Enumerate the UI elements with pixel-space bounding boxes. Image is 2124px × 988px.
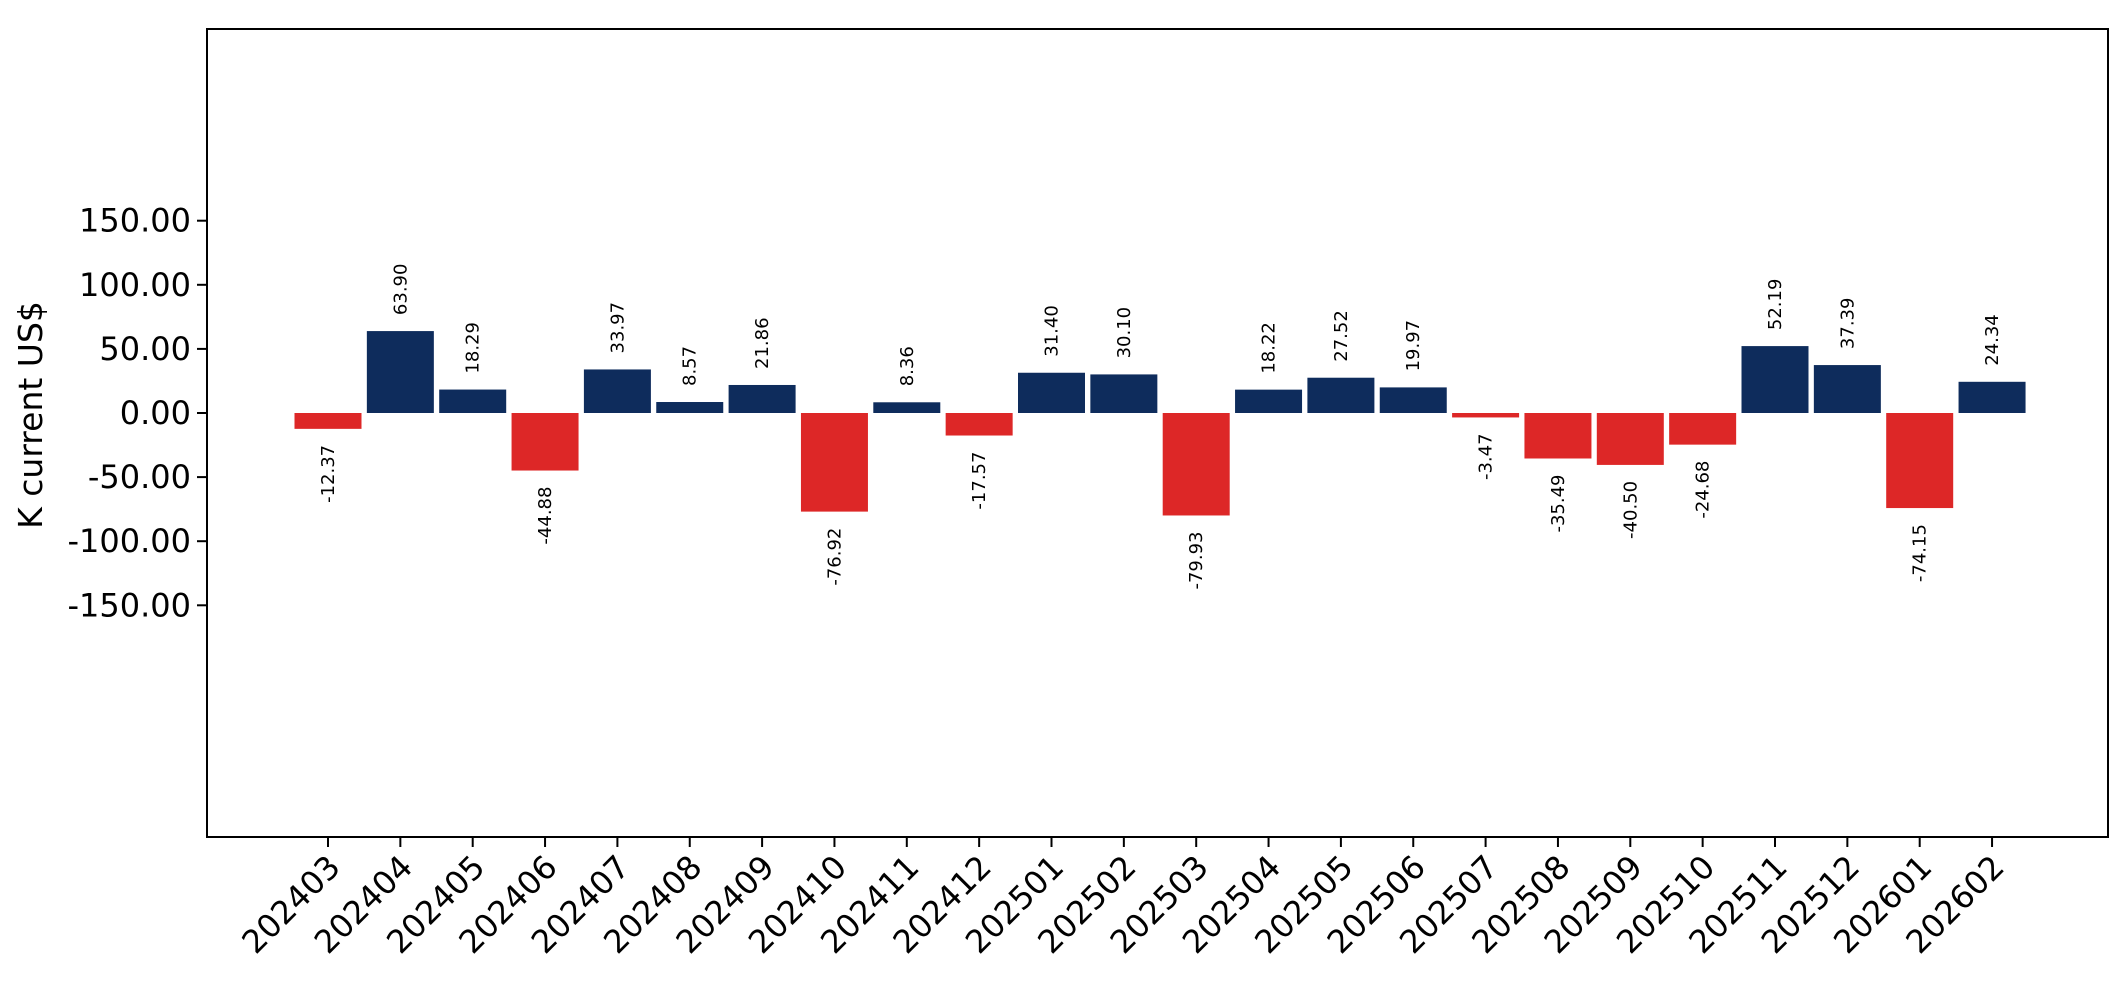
bar-value-label: 19.97 [1403, 320, 1424, 372]
bar-202412 [945, 413, 1013, 436]
bar-value-label: 18.29 [463, 322, 484, 374]
bar-value-label: -44.88 [535, 487, 556, 545]
bar-value-label: 8.36 [897, 346, 918, 386]
bar-202410 [800, 413, 868, 512]
bar-202512 [1813, 365, 1881, 413]
bar-202504 [1235, 389, 1303, 413]
bar-value-label: -35.49 [1548, 474, 1569, 532]
bar-value-label: -12.37 [318, 445, 339, 503]
y-tick-label: -100.00 [67, 522, 191, 560]
bar-value-label: -76.92 [824, 528, 845, 586]
bar-202509 [1596, 413, 1664, 465]
y-axis: -150.00 -100.00 -50.00 0.00 50.00 100.00 150.0… [67, 202, 207, 624]
bar-202502 [1090, 374, 1158, 413]
bar-202505 [1307, 377, 1375, 413]
bar-202411 [873, 402, 941, 413]
bar-value-label: 21.86 [752, 317, 773, 369]
y-tick-label: 50.00 [99, 330, 191, 368]
bar-value-label: -3.47 [1476, 433, 1497, 480]
bar-value-label: -24.68 [1693, 461, 1714, 519]
bar-202406 [511, 413, 579, 471]
bar-value-label: 24.34 [1982, 314, 2003, 366]
bar-202602 [1958, 381, 2026, 413]
x-axis: 2024032024042024052024062024072024082024… [234, 837, 2012, 961]
bar-value-label: 8.57 [680, 346, 701, 386]
y-tick-label: 100.00 [79, 266, 191, 304]
bar-value-label: -17.57 [969, 452, 990, 510]
plot-area-frame [206, 28, 2109, 838]
bar-value-label: 31.40 [1042, 305, 1063, 357]
bar-value-label: 18.22 [1259, 322, 1280, 374]
bar-202601 [1886, 413, 1954, 509]
bar-value-labels: -12.37 63.90 18.29 -44.88 33.97 8.57 21.86 -76.… [318, 264, 2003, 590]
bar-value-label: 27.52 [1331, 310, 1352, 362]
bar-202501 [1018, 372, 1085, 413]
bar-202508 [1524, 413, 1592, 459]
bars-layer [294, 331, 2026, 516]
bar-202408 [656, 402, 724, 413]
bar-value-label: 52.19 [1765, 279, 1786, 331]
bar-202404 [366, 331, 434, 413]
bar-value-label: 63.90 [390, 264, 411, 316]
y-tick-label: 0.00 [120, 394, 191, 432]
bar-202503 [1162, 413, 1230, 516]
bar-202506 [1379, 387, 1447, 413]
y-axis-title: K current US$ [11, 301, 50, 529]
bar-202403 [294, 413, 362, 429]
bar-202409 [728, 384, 796, 413]
bar-value-label: 33.97 [607, 302, 628, 354]
bar-202407 [583, 369, 651, 413]
bar-202511 [1741, 346, 1809, 413]
y-tick-label: -50.00 [88, 458, 191, 496]
bar-202510 [1669, 413, 1737, 445]
bar-value-label: -74.15 [1910, 524, 1931, 582]
bar-value-label: 37.39 [1837, 298, 1858, 350]
y-tick-label: 150.00 [79, 202, 191, 240]
bar-value-label: -79.93 [1186, 531, 1207, 589]
y-tick-label: -150.00 [67, 586, 191, 624]
bar-202405 [439, 389, 507, 413]
bar-value-label: -40.50 [1620, 481, 1641, 539]
bar-202507 [1452, 413, 1520, 418]
bar-value-label: 30.10 [1114, 307, 1135, 359]
